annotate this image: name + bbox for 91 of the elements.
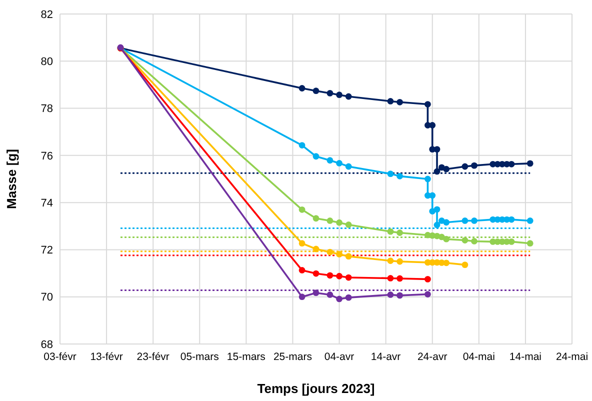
point (298, 142, 306, 148)
point (462, 262, 468, 268)
point (326, 292, 334, 298)
point (462, 237, 468, 244)
point (429, 192, 436, 199)
point (387, 228, 394, 235)
point (443, 166, 450, 172)
point (396, 172, 403, 180)
point (526, 160, 534, 167)
y-tick-label: 70 (40, 292, 53, 304)
point (396, 230, 403, 236)
point (336, 250, 342, 258)
point (326, 218, 334, 224)
point (387, 292, 394, 298)
point (298, 294, 306, 300)
x-tick-label: 14-avr (370, 351, 402, 363)
point (312, 270, 320, 277)
x-tick-label: 13-févr (90, 351, 124, 363)
x-tick-label: 24-mai (556, 351, 588, 363)
point (424, 101, 431, 108)
point (508, 238, 515, 245)
point (345, 93, 352, 100)
point (312, 246, 320, 252)
x-tick-label: 15-mars (226, 351, 266, 363)
y-tick-label: 72 (40, 244, 53, 257)
point (471, 238, 478, 244)
point (462, 218, 468, 224)
point (326, 90, 334, 96)
point (312, 88, 320, 94)
point (443, 219, 450, 226)
point (336, 219, 342, 226)
x-tick-label: 05-mars (180, 351, 219, 363)
point (462, 163, 468, 170)
point (336, 296, 342, 302)
point (429, 122, 436, 128)
x-tick-label: 14-mai (509, 351, 542, 363)
y-tick-label: 74 (40, 197, 53, 210)
point (345, 274, 352, 281)
point (312, 290, 320, 296)
y-tick-label: 78 (40, 103, 53, 116)
y-tick-label: 68 (40, 338, 53, 351)
point (387, 275, 394, 282)
point (345, 222, 352, 228)
x-axis-title: Temps [jours 2023] (257, 381, 375, 396)
point (298, 240, 306, 247)
point (387, 170, 394, 178)
point (424, 176, 431, 182)
point (434, 206, 440, 213)
y-axis-title: Masse [g] (4, 149, 19, 209)
point (326, 157, 334, 164)
y-tick-label: 76 (40, 150, 53, 162)
point (424, 276, 431, 282)
point (434, 168, 440, 175)
point (434, 146, 440, 152)
point (434, 222, 440, 228)
point (396, 258, 403, 265)
point (508, 160, 515, 168)
point (312, 153, 320, 160)
point (471, 218, 478, 224)
x-tick-label: 04-mai (462, 351, 495, 363)
point (443, 236, 450, 242)
point (326, 248, 334, 256)
x-tick-label: 04-avr (324, 351, 355, 363)
point (312, 215, 320, 222)
point (387, 258, 394, 264)
point (345, 163, 352, 170)
point (508, 216, 515, 223)
x-tick-label: 23-févr (136, 351, 170, 363)
y-tick-label: 82 (40, 8, 53, 21)
point (326, 272, 334, 279)
x-tick-label: 24-avr (417, 351, 448, 363)
x-tick-label: 03-févr (44, 351, 77, 363)
y-tick-label: 80 (40, 56, 53, 68)
point (336, 92, 342, 98)
point (345, 294, 352, 301)
point (396, 292, 403, 299)
point (526, 240, 534, 247)
point (336, 160, 342, 166)
point (345, 253, 352, 260)
point (298, 85, 306, 92)
point (443, 260, 450, 266)
point (526, 218, 534, 224)
x-tick-label: 25-mars (273, 351, 312, 363)
point (424, 291, 431, 298)
point (396, 98, 403, 106)
point (471, 162, 478, 169)
point (298, 267, 306, 274)
point (336, 272, 342, 280)
point (396, 275, 403, 282)
point (298, 206, 306, 213)
point (387, 98, 394, 104)
